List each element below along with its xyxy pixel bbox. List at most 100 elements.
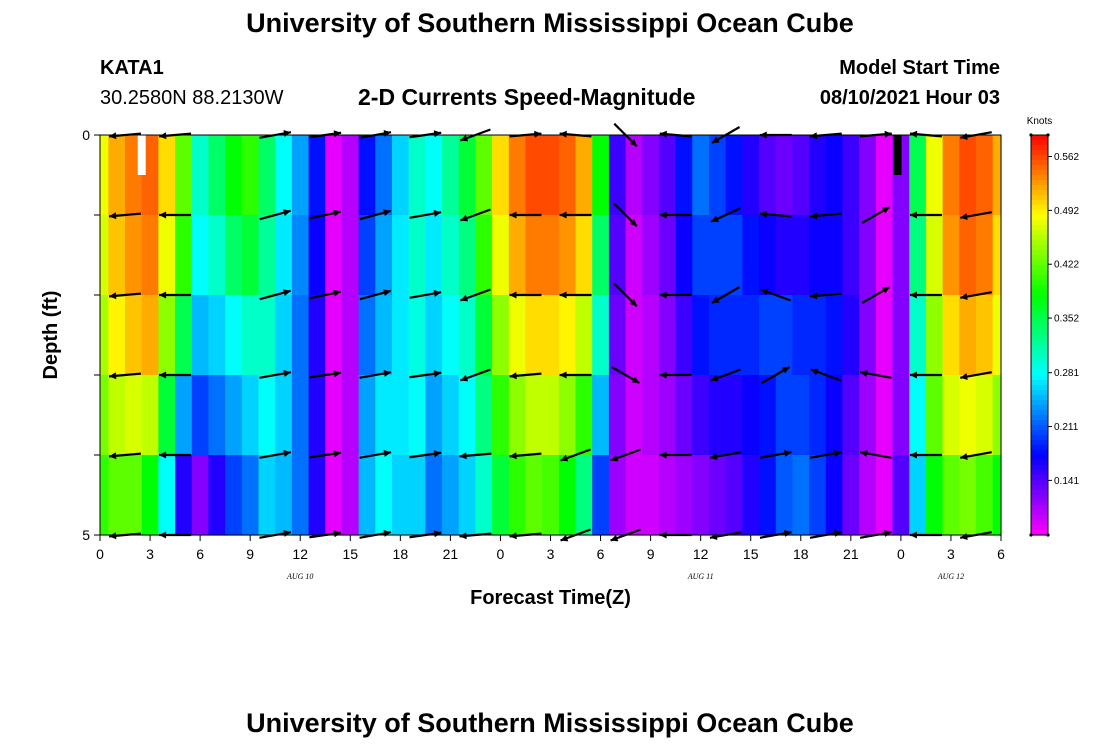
speed-cell — [608, 295, 627, 336]
speed-cell — [592, 495, 610, 536]
speed-cell — [725, 415, 743, 456]
speed-cell — [542, 255, 560, 296]
current-arrow — [709, 451, 742, 461]
speed-cell — [175, 255, 193, 296]
speed-cell — [675, 335, 693, 376]
x-tick-label: 21 — [843, 546, 859, 562]
speed-cell — [959, 135, 977, 176]
speed-cell — [208, 135, 226, 176]
arrow-head — [509, 211, 517, 219]
current-arrow — [409, 370, 442, 379]
speed-cell — [575, 415, 593, 456]
speed-cell — [341, 455, 360, 496]
speed-cell — [759, 255, 777, 296]
speed-cell — [258, 495, 276, 536]
speed-cell — [408, 255, 426, 296]
speed-cell — [759, 415, 777, 456]
speed-cell — [608, 255, 627, 296]
arrow-head — [333, 209, 341, 217]
speed-cell — [241, 415, 260, 456]
speed-cell — [925, 415, 944, 456]
speed-cell — [125, 295, 143, 336]
speed-cell — [608, 455, 627, 496]
speed-cell — [208, 375, 226, 416]
speed-cell — [408, 135, 426, 176]
colorbar-step — [1031, 155, 1048, 161]
colorbar-step — [1031, 330, 1048, 336]
speed-cell — [575, 335, 593, 376]
speed-cell — [175, 175, 193, 216]
speed-cell — [341, 495, 360, 536]
speed-cell — [191, 295, 210, 336]
speed-cell — [275, 495, 293, 536]
arrow-head — [383, 289, 391, 297]
station-id: KATA1 — [100, 57, 164, 79]
speed-cell — [291, 495, 310, 536]
current-arrow — [909, 451, 942, 459]
current-arrow — [460, 368, 491, 382]
speed-cell — [892, 415, 910, 456]
current-arrow — [759, 210, 792, 218]
speed-cell — [809, 335, 827, 376]
speed-cell — [759, 135, 777, 176]
speed-cell — [658, 255, 677, 296]
speed-cell — [408, 335, 426, 376]
speed-cell — [792, 255, 810, 296]
speed-cell — [558, 215, 577, 256]
arrow-head — [109, 372, 117, 380]
speed-cell — [358, 135, 376, 176]
colorbar-tick-label: 0.562 — [1054, 152, 1079, 163]
speed-cell — [842, 455, 860, 496]
arrow-head — [109, 292, 117, 300]
speed-cell — [725, 135, 743, 176]
arrow-head — [860, 449, 868, 457]
colorbar-step — [1031, 510, 1048, 516]
speed-cell — [241, 295, 260, 336]
speed-cell — [175, 415, 193, 456]
speed-cell — [525, 375, 543, 416]
colorbar-step — [1031, 165, 1048, 171]
speed-cell — [525, 135, 543, 176]
arrow-head — [784, 449, 792, 457]
speed-cell — [141, 455, 159, 496]
speed-cell — [508, 215, 527, 256]
speed-cell — [191, 455, 210, 496]
speed-cell — [692, 295, 710, 336]
speed-cell — [742, 335, 760, 376]
speed-cell — [792, 215, 810, 256]
speed-cell — [100, 295, 109, 336]
speed-cell — [208, 175, 226, 216]
speed-cell — [391, 295, 410, 336]
arrow-head — [383, 209, 391, 217]
speed-cell — [692, 375, 710, 416]
time-markers — [137, 135, 902, 175]
arrow-head — [909, 130, 918, 138]
speed-cell — [975, 335, 994, 376]
colorbar-step — [1031, 405, 1048, 411]
colorbar-step — [1031, 150, 1048, 156]
speed-cell — [175, 495, 193, 536]
speed-cell — [642, 335, 660, 376]
speed-cell — [809, 495, 827, 536]
speed-cell — [358, 175, 376, 216]
speed-cell — [775, 295, 794, 336]
speed-cell — [308, 135, 326, 176]
speed-cell — [759, 335, 777, 376]
colorbar-step — [1031, 255, 1048, 261]
speed-cell — [608, 135, 627, 176]
speed-cell — [425, 375, 443, 416]
speed-cell — [675, 255, 693, 296]
speed-cell — [658, 335, 677, 376]
speed-cell — [425, 335, 443, 376]
time-marker — [137, 135, 146, 175]
current-arrow — [259, 289, 291, 301]
speed-cell — [358, 415, 376, 456]
speed-cell — [175, 455, 193, 496]
speed-cell — [909, 415, 927, 456]
speed-cell — [258, 135, 276, 176]
speed-cell — [759, 455, 777, 496]
speed-cell — [291, 175, 310, 216]
arrow-head — [960, 293, 968, 301]
speed-cell — [442, 175, 460, 216]
speed-cell — [642, 295, 660, 336]
